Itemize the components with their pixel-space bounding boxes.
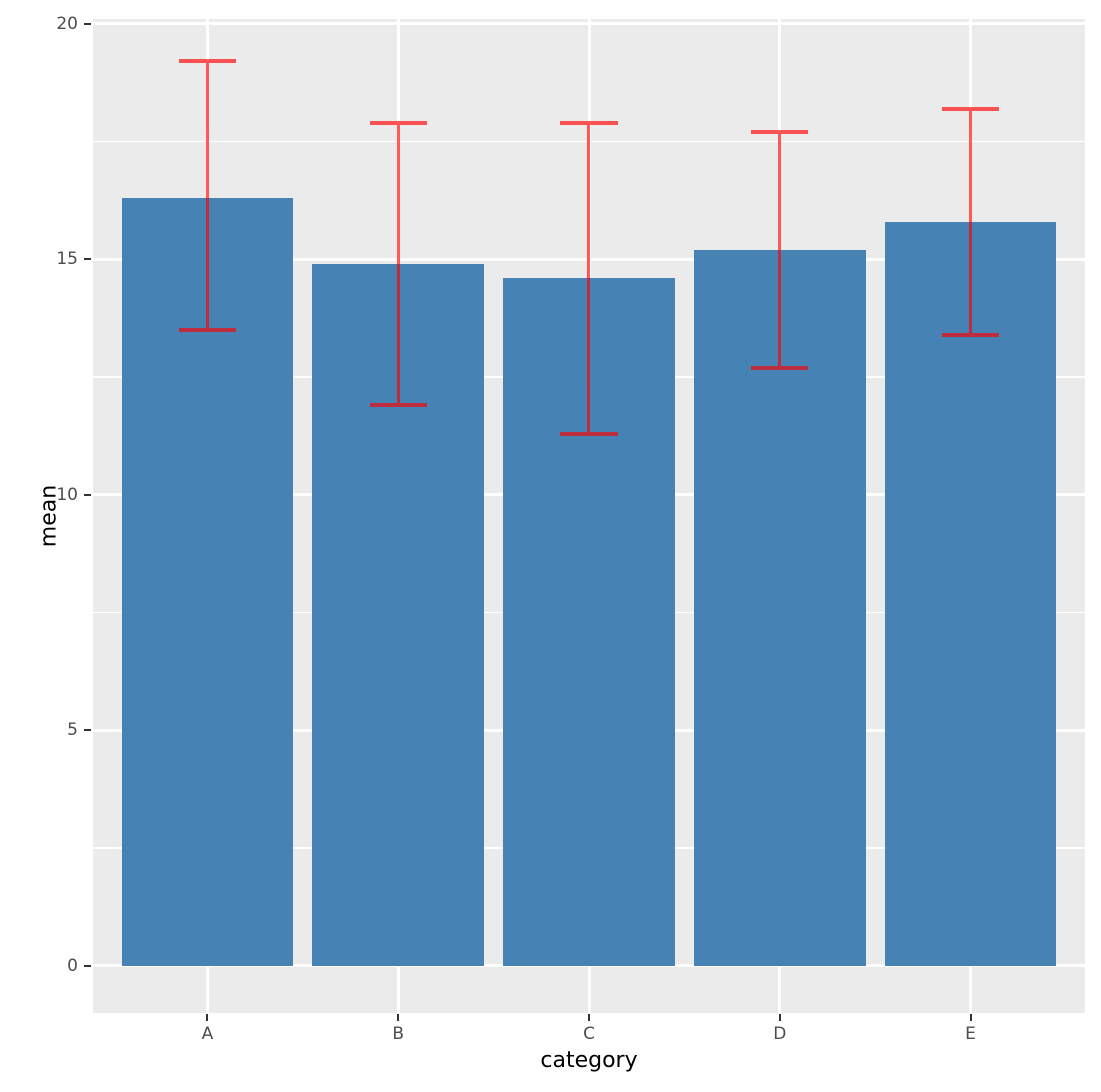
y-tick-mark: [84, 493, 91, 496]
x-tick-mark: [588, 1014, 590, 1021]
error-bar-cap-top: [178, 59, 237, 64]
x-tick-label: C: [583, 1024, 595, 1044]
y-tick-mark: [84, 964, 91, 967]
error-bar-cap-top: [941, 106, 1000, 111]
x-tick-label: D: [773, 1024, 787, 1044]
y-tick-mark: [84, 22, 91, 25]
error-bar-cap-top: [751, 130, 809, 135]
x-tick-mark: [206, 1014, 209, 1021]
error-bar-stem: [778, 132, 782, 368]
error-bar-stem: [205, 61, 209, 330]
error-bar-B: [369, 120, 427, 408]
y-tick-mark: [84, 729, 91, 732]
bar-E: [884, 221, 1057, 966]
error-bar-cap-top: [560, 120, 618, 125]
x-tick-label: A: [201, 1024, 214, 1044]
error-bar-cap-top: [369, 120, 427, 125]
error-bar-cap-bottom: [751, 365, 809, 370]
error-bar-stem: [396, 122, 400, 406]
y-tick-label: 20: [56, 13, 78, 34]
x-tick-label: B: [392, 1024, 405, 1044]
error-bar-stem: [587, 122, 591, 434]
x-tick-mark: [397, 1014, 400, 1021]
x-tick-label: E: [965, 1024, 976, 1044]
y-tick-label: 0: [67, 955, 78, 976]
error-bar-stem: [969, 108, 973, 335]
x-axis-title: category: [540, 1048, 638, 1073]
y-tick-mark: [84, 258, 91, 261]
y-tick-label: 10: [56, 484, 78, 505]
error-bar-E: [941, 106, 1000, 337]
error-bar-cap-bottom: [941, 332, 1000, 337]
error-bar-cap-bottom: [369, 403, 427, 408]
x-tick-mark: [969, 1014, 972, 1021]
error-bar-C: [560, 120, 618, 436]
x-tick-mark: [778, 1014, 781, 1021]
error-bar-D: [751, 130, 809, 370]
y-tick-label: 15: [56, 249, 78, 270]
error-bar-cap-bottom: [560, 431, 618, 436]
y-tick-label: 5: [67, 720, 78, 741]
error-bar-cap-bottom: [178, 327, 237, 332]
error-bar-A: [178, 59, 237, 332]
